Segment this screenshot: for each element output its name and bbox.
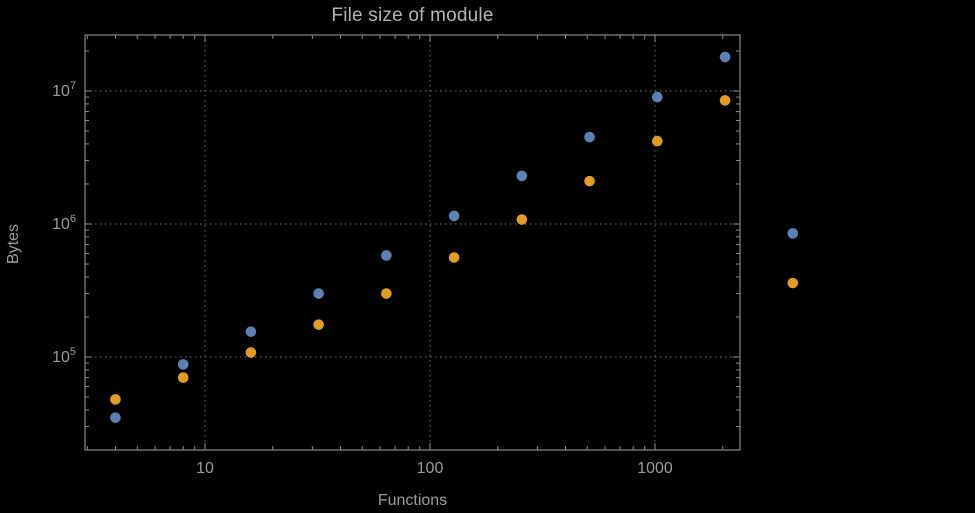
blue-series-point (584, 131, 595, 143)
orange-series-point (313, 319, 324, 330)
orange-series-point (652, 135, 663, 147)
blue-series-point (516, 170, 528, 182)
x-tick-label: 100 (417, 460, 444, 477)
orange-series-point (381, 288, 392, 299)
orange-series-point (719, 95, 731, 106)
blue-series-point (245, 326, 257, 337)
blue-series-point (313, 288, 324, 299)
orange-series-point (516, 214, 528, 225)
blue-series-point (177, 359, 189, 370)
y-axis-label: Bytes (5, 224, 22, 265)
orange-series-point (110, 394, 121, 405)
blue-series-point (448, 210, 460, 222)
orange-series-point (177, 372, 189, 383)
blue-series-point (381, 250, 392, 261)
blue-series-point (652, 91, 663, 103)
blue-series-point (110, 412, 121, 423)
x-axis-label: Functions (377, 492, 448, 509)
x-tick-label: 10 (196, 460, 214, 477)
orange-series-point (245, 347, 257, 358)
x-tick-label: 1000 (637, 460, 673, 477)
chart-title: File size of module (331, 5, 494, 26)
y-tick-label: 107 (52, 80, 76, 100)
orange-series-point (787, 277, 799, 289)
blue-series-point (719, 51, 731, 63)
blue-series-point (787, 228, 799, 239)
y-tick-label: 105 (52, 346, 76, 366)
y-tick-label: 106 (52, 213, 76, 233)
orange-series-point (448, 252, 460, 263)
orange-series-point (584, 175, 595, 187)
plot-frame (84, 34, 741, 451)
